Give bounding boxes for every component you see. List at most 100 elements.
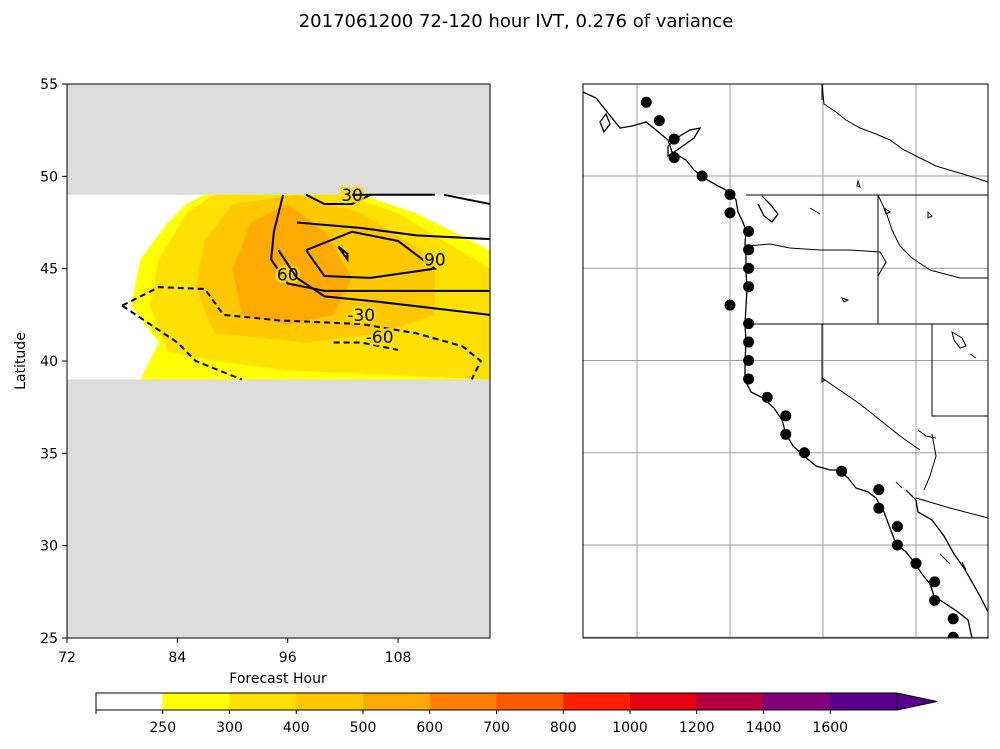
map-point <box>873 502 885 514</box>
contour-label: -30 <box>347 306 375 326</box>
washington-oregon-border <box>745 243 887 324</box>
map-gridlines <box>583 84 988 638</box>
y-tick-label: 45 <box>40 262 58 278</box>
map-point <box>724 299 736 311</box>
colorbar-tick-label: 1600 <box>812 720 848 736</box>
canada-interior <box>821 84 988 183</box>
colorbar-cell <box>830 693 898 710</box>
contour-line-7 <box>337 245 349 263</box>
colorbar-cell <box>296 693 364 710</box>
lake-5 <box>841 297 850 303</box>
arizona-border <box>923 433 937 491</box>
lake-tahoe <box>821 377 826 383</box>
map-point <box>891 521 903 533</box>
contour-line-6 <box>277 249 490 316</box>
map-point <box>780 428 792 440</box>
colorbar-tick-label: 500 <box>350 720 377 736</box>
x-axis-label: Forecast Hour <box>229 671 327 687</box>
map-point <box>696 170 708 182</box>
map-point <box>743 318 755 330</box>
map-point <box>743 355 755 366</box>
contour-line-8 <box>121 286 483 380</box>
map-point <box>743 281 755 293</box>
masked-region-south <box>67 379 490 638</box>
haida-gwaii <box>599 112 611 134</box>
map-point <box>761 391 773 403</box>
colorbar-cells <box>96 693 898 710</box>
vancouver-island <box>667 127 702 158</box>
contour-label: -60 <box>366 328 394 348</box>
map-point <box>836 465 848 477</box>
contour-line-1 <box>443 193 490 206</box>
map-frame <box>582 83 989 639</box>
contour-line-3 <box>270 194 490 292</box>
colorbar-tick-label: 700 <box>483 720 510 736</box>
map-point <box>724 207 736 219</box>
masked-region-north <box>67 84 490 195</box>
map-point <box>743 262 755 274</box>
gulf-island-2 <box>961 561 967 571</box>
colorbar-cell <box>630 693 698 710</box>
map-point <box>640 96 652 108</box>
y-tick-label: 40 <box>40 354 58 370</box>
lake-2 <box>809 207 821 215</box>
colorbar-cell <box>496 693 564 710</box>
map-point <box>947 631 959 638</box>
map-point <box>929 594 941 606</box>
california-nevada-border <box>821 324 921 451</box>
colorbar-tick-label: 1400 <box>746 720 782 736</box>
map-point <box>780 410 792 422</box>
map-point <box>947 613 959 625</box>
map-point <box>743 373 755 385</box>
colorbar-tick-label: 250 <box>149 720 176 736</box>
colorbar: 250 300 400 500 600 700 800 1000 1200 1400 1600 <box>95 692 938 736</box>
nevada-utah-border <box>931 324 988 417</box>
colorbar-tick-label: 600 <box>416 720 443 736</box>
great-salt-lake <box>951 330 967 349</box>
lake-4 <box>927 210 933 219</box>
colorbar-cell <box>763 693 831 710</box>
contour-line-5 <box>305 230 438 279</box>
map-point <box>891 539 903 551</box>
map-point <box>724 188 736 200</box>
contour-line-0 <box>305 193 371 206</box>
baja-peninsula <box>905 489 988 613</box>
x-axis-ticks: 72 84 96 108 <box>58 638 411 666</box>
contour-label: 90 <box>424 251 446 271</box>
salton-sea <box>895 481 903 489</box>
colorbar-tick-label: 400 <box>283 720 310 736</box>
colorbar-tick-label: 800 <box>550 720 577 736</box>
map-point <box>743 336 755 348</box>
colorbar-cell <box>696 693 764 710</box>
colorbar-ticks: 250 300 400 500 600 700 800 1000 1200 1400 1600 <box>95 710 848 736</box>
y-tick-label: 35 <box>40 446 58 462</box>
map-point <box>743 225 755 237</box>
map-points <box>640 96 959 638</box>
y-tick-label: 25 <box>40 631 58 647</box>
idaho-montana-border <box>877 194 988 279</box>
y-axis-label: Latitude <box>13 332 29 390</box>
gulf-island <box>939 553 951 565</box>
map-point <box>653 115 665 127</box>
ivt-filled-contours <box>131 194 490 380</box>
colorbar-tick-label: 300 <box>216 720 243 736</box>
lake-1 <box>856 179 861 188</box>
map-panel <box>582 83 989 639</box>
colorbar-cell <box>563 693 631 710</box>
colorbar-cell <box>162 693 230 710</box>
colorbar-cell <box>229 693 297 710</box>
y-tick-label: 55 <box>40 77 58 93</box>
lake-6 <box>917 429 937 439</box>
figure-title: 2017061200 72-120 hour IVT, 0.276 of var… <box>299 11 734 32</box>
lake-7 <box>969 353 977 359</box>
us-mexico-border <box>915 497 988 519</box>
lake-3 <box>883 206 891 215</box>
map-point <box>668 133 680 145</box>
x-tick-label: 72 <box>58 650 76 666</box>
map-point <box>668 152 680 164</box>
colorbar-tick-label: 1000 <box>612 720 648 736</box>
colorbar-cell <box>363 693 431 710</box>
contour-label: 30 <box>341 186 363 206</box>
